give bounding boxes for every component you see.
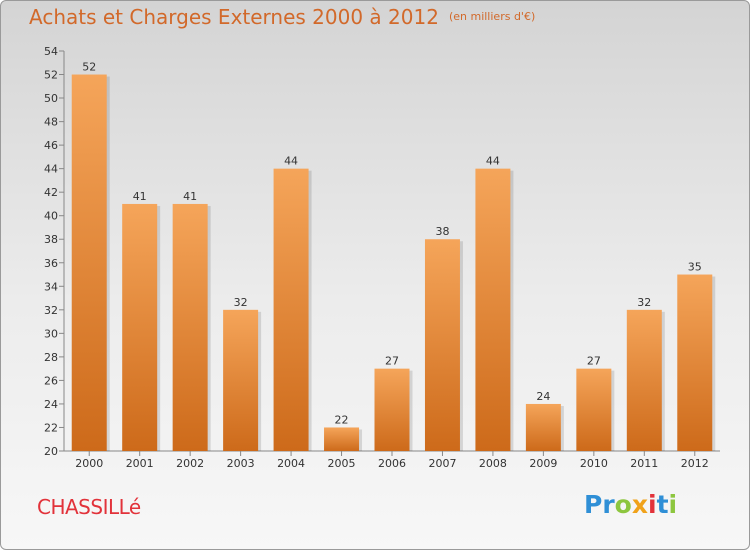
x-tick-label: 2001: [126, 457, 154, 470]
bar: [576, 368, 612, 451]
proxiti-logo: Proxiti: [584, 490, 677, 519]
bar: [71, 74, 107, 451]
y-tick-label: 46: [44, 139, 58, 152]
y-tick-label: 34: [44, 280, 58, 293]
chart-title: Achats et Charges Externes 2000 à 2012 (e…: [29, 5, 535, 29]
logo-letter: i: [668, 490, 678, 519]
bar: [475, 168, 511, 451]
data-label: 27: [587, 355, 601, 368]
y-tick-label: 30: [44, 327, 58, 340]
unit-label: (en milliers d'€): [448, 10, 536, 23]
y-tick-label: 38: [44, 233, 58, 246]
x-tick-label: 2011: [630, 457, 658, 470]
bar: [223, 309, 259, 451]
logo-letter: i: [648, 490, 657, 519]
logo-letter: t: [656, 490, 669, 519]
x-tick-label: 2006: [378, 457, 406, 470]
data-label: 44: [284, 155, 298, 168]
x-tick-label: 2005: [328, 457, 356, 470]
data-label: 41: [183, 190, 197, 203]
y-tick-label: 52: [44, 69, 58, 82]
bar: [324, 427, 360, 451]
data-label: 24: [536, 390, 550, 403]
y-tick-label: 32: [44, 304, 58, 317]
x-tick-label: 2002: [176, 457, 204, 470]
data-label: 32: [234, 296, 248, 309]
x-tick-label: 2003: [227, 457, 255, 470]
bar: [424, 239, 460, 451]
data-label: 35: [688, 261, 702, 274]
data-label: 52: [82, 61, 96, 74]
bar: [374, 368, 410, 451]
logo-letter: x: [631, 490, 648, 519]
x-tick-label: 2010: [580, 457, 608, 470]
y-tick-label: 44: [44, 163, 58, 176]
bar: [172, 203, 208, 451]
bar: [626, 309, 662, 451]
data-label: 41: [133, 190, 147, 203]
bar: [273, 168, 309, 451]
logo-letter: P: [584, 490, 603, 519]
y-tick-label: 28: [44, 351, 58, 364]
x-tick-label: 2007: [428, 457, 456, 470]
y-tick-label: 22: [44, 421, 58, 434]
bar: [677, 274, 713, 451]
y-tick-label: 40: [44, 210, 58, 223]
data-label: 27: [385, 355, 399, 368]
x-tick-label: 2008: [479, 457, 507, 470]
data-label: 32: [637, 296, 651, 309]
logo-letter: r: [602, 490, 615, 519]
data-label: 44: [486, 155, 500, 168]
data-label: 38: [435, 225, 449, 238]
y-tick-label: 48: [44, 116, 58, 129]
y-tick-label: 42: [44, 186, 58, 199]
title-text: Achats et Charges Externes 2000 à 2012: [29, 5, 439, 29]
y-tick-label: 54: [44, 45, 58, 58]
x-tick-label: 2004: [277, 457, 305, 470]
x-tick-label: 2000: [75, 457, 103, 470]
bar: [525, 403, 561, 451]
x-tick-label: 2012: [681, 457, 709, 470]
bar: [122, 203, 158, 451]
y-tick-label: 20: [44, 445, 58, 458]
commune-name: CHASSILLé: [37, 495, 141, 519]
y-tick-label: 24: [44, 398, 58, 411]
x-tick-label: 2009: [529, 457, 557, 470]
y-tick-label: 36: [44, 257, 58, 270]
data-label: 22: [335, 413, 349, 426]
y-tick-label: 50: [44, 92, 58, 105]
y-tick-label: 26: [44, 374, 58, 387]
logo-letter: o: [614, 490, 632, 519]
